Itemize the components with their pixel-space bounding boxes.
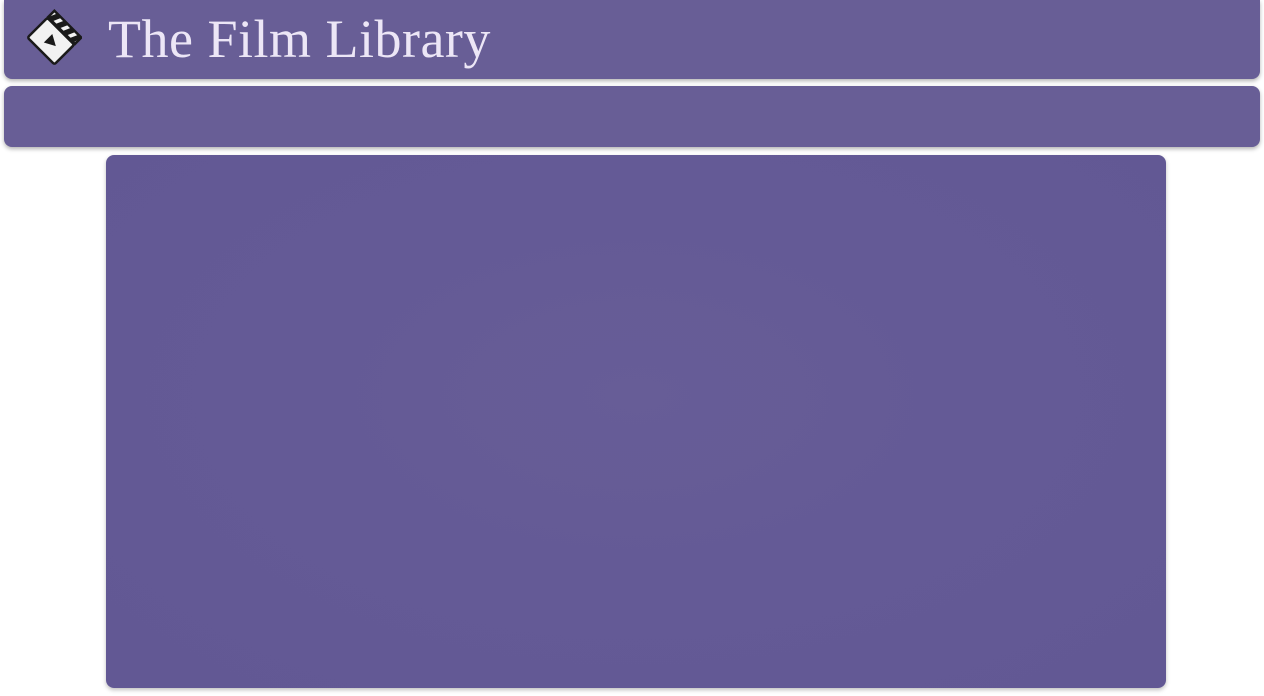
- main-content-panel: [106, 155, 1166, 688]
- navigation-bar: [4, 86, 1260, 147]
- clapperboard-icon[interactable]: [24, 8, 84, 66]
- app-title: The Film Library: [108, 9, 491, 69]
- app-header: The Film Library: [4, 0, 1260, 79]
